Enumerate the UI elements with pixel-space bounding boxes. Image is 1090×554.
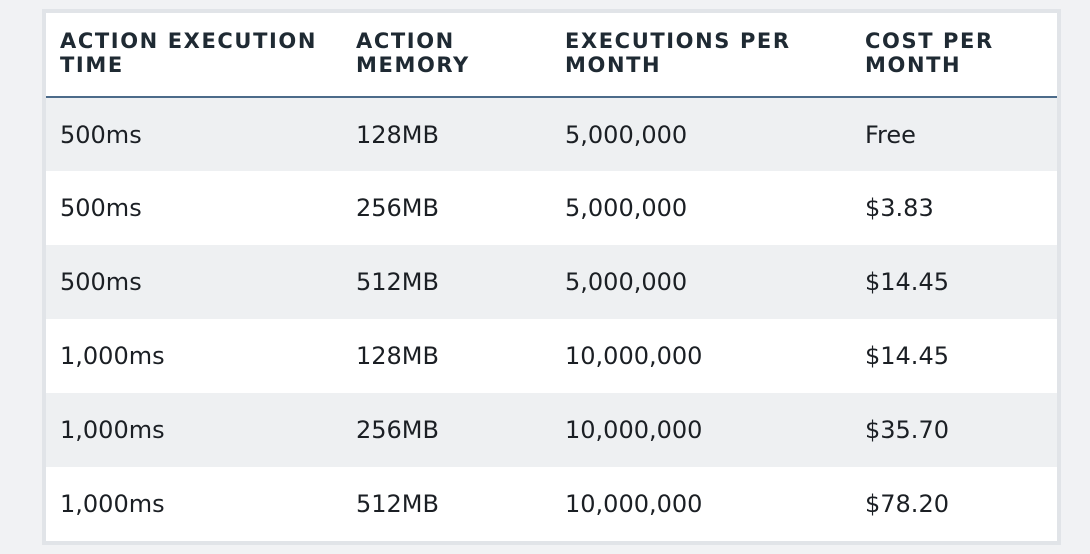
header-executions-per-month: EXECUTIONS PER MONTH [551, 13, 851, 98]
header-line: EXECUTIONS PER [565, 29, 791, 53]
cell-execution-time: 500ms [46, 245, 342, 319]
header-cost-per-month: COST PER MONTH [851, 13, 1057, 98]
table-row: 500ms 256MB 5,000,000 $3.83 [46, 171, 1057, 245]
pricing-table-container: ACTION EXECUTION TIME ACTION MEMORY EXEC… [42, 9, 1061, 545]
cell-cost: $35.70 [851, 393, 1057, 467]
header-action-execution-time: ACTION EXECUTION TIME [46, 13, 342, 98]
cell-execution-time: 1,000ms [46, 393, 342, 467]
cell-memory: 256MB [342, 393, 551, 467]
cell-executions: 10,000,000 [551, 467, 851, 541]
table-body: 500ms 128MB 5,000,000 Free 500ms 256MB 5… [46, 97, 1057, 541]
table-header: ACTION EXECUTION TIME ACTION MEMORY EXEC… [46, 13, 1057, 98]
header-row: ACTION EXECUTION TIME ACTION MEMORY EXEC… [46, 13, 1057, 98]
cell-memory: 512MB [342, 467, 551, 541]
header-line: MEMORY [356, 53, 470, 77]
cell-execution-time: 500ms [46, 97, 342, 171]
cell-memory: 512MB [342, 245, 551, 319]
header-action-memory: ACTION MEMORY [342, 13, 551, 98]
cell-execution-time: 1,000ms [46, 319, 342, 393]
cell-cost: Free [851, 97, 1057, 171]
header-line: ACTION EXECUTION [60, 29, 318, 53]
cell-execution-time: 500ms [46, 171, 342, 245]
cell-executions: 10,000,000 [551, 319, 851, 393]
table-row: 500ms 512MB 5,000,000 $14.45 [46, 245, 1057, 319]
table-row: 1,000ms 128MB 10,000,000 $14.45 [46, 319, 1057, 393]
cell-memory: 128MB [342, 97, 551, 171]
header-line: ACTION [356, 29, 455, 53]
header-line: TIME [60, 53, 124, 77]
table-row: 1,000ms 512MB 10,000,000 $78.20 [46, 467, 1057, 541]
table-row: 500ms 128MB 5,000,000 Free [46, 97, 1057, 171]
cell-cost: $78.20 [851, 467, 1057, 541]
cell-cost: $14.45 [851, 245, 1057, 319]
cell-execution-time: 1,000ms [46, 467, 342, 541]
header-line: COST PER [865, 29, 994, 53]
cell-executions: 5,000,000 [551, 97, 851, 171]
cell-executions: 10,000,000 [551, 393, 851, 467]
header-line: MONTH [565, 53, 662, 77]
cell-cost: $3.83 [851, 171, 1057, 245]
cell-memory: 256MB [342, 171, 551, 245]
cell-cost: $14.45 [851, 319, 1057, 393]
cell-memory: 128MB [342, 319, 551, 393]
header-line: MONTH [865, 53, 962, 77]
table-row: 1,000ms 256MB 10,000,000 $35.70 [46, 393, 1057, 467]
cell-executions: 5,000,000 [551, 171, 851, 245]
cell-executions: 5,000,000 [551, 245, 851, 319]
pricing-table: ACTION EXECUTION TIME ACTION MEMORY EXEC… [46, 13, 1057, 541]
